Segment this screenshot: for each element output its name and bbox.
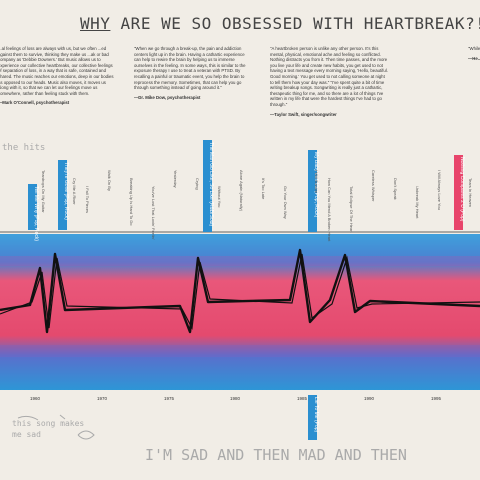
song-title: They're Gone (Pop, Rock)	[63, 162, 69, 220]
year-label: 1970	[97, 396, 108, 401]
highlighted-song: They're Gone (Pop, Rock)	[58, 160, 69, 230]
song-title: Breaking Up Is Hard To Do	[129, 178, 134, 226]
quote-author: —Mark O'Connell, psychotherapist	[0, 100, 70, 106]
title: WHY ARE WE SO OBSESSED WITH HEARTBREAK?!	[80, 14, 480, 33]
doodle	[17, 414, 66, 421]
stream-layer	[0, 345, 480, 357]
song-title: Tell Me Why (Pop, Rock)	[33, 186, 39, 242]
annotation: the hits	[2, 143, 46, 153]
quote-author: —Dr. Mike Dow, psychotherapist	[134, 94, 201, 100]
year-label: 1990	[364, 396, 375, 401]
title-rest: ARE WE SO OBSESSED WITH HEARTBREAK?!	[120, 14, 480, 33]
doodle-heart	[77, 430, 95, 440]
quote-author: —He...	[468, 55, 480, 61]
quote: "While... ... —He...	[468, 46, 480, 61]
highlighted-song: Nothing Compares 2 U (Pop)	[454, 155, 465, 230]
quote-author: —Taylor Swift, singer/songwriter	[270, 111, 337, 117]
song-title: Tears In Heaven	[468, 178, 473, 208]
quote: "When we go through a break-up, the pain…	[134, 46, 252, 100]
year-label: 1995	[431, 396, 442, 401]
stream-band	[0, 234, 480, 390]
highlighted-song: The Man Go Like, So Like (R&B/Soul)	[203, 140, 214, 232]
stream-layer	[0, 256, 480, 266]
song-title: Crying	[195, 178, 200, 190]
song-title: Don't Speak	[393, 178, 398, 200]
song-title: Unbreak My Heart	[415, 186, 420, 219]
quote-text: ...al feelings of loss are always with u…	[0, 46, 114, 96]
song-title: Nothing Compares 2 U (Pop)	[459, 157, 465, 222]
quote: "A heartbroken person is unlike any othe…	[270, 46, 388, 117]
song-title: Total Eclipse Of The Heart	[349, 186, 354, 233]
song-title: You've Lost That Lovin' Feelin'	[151, 186, 156, 240]
quote-text: "While... ...	[468, 46, 480, 51]
song-title: I Will Always Love You	[437, 170, 442, 210]
song-title: Lie To Me (Pop)	[313, 397, 319, 433]
song-title: Go Your Own Way	[283, 186, 288, 219]
quote-text: "A heartbroken person is unlike any othe…	[270, 46, 388, 107]
year-label: 1980	[230, 396, 241, 401]
song-title: Careless Whisper	[371, 170, 376, 202]
song-title: How Can You Mend A Broken Heart	[327, 178, 332, 242]
song-title: The Man Go Like, So Like (R&B/Soul)	[208, 142, 214, 227]
song-title: Alone Again (Naturally)	[239, 170, 244, 211]
heartbeat-line	[0, 248, 480, 334]
annotation: I'M SAD AND THEN MAD AND THEN	[145, 446, 407, 464]
quote: ...al feelings of loss are always with u…	[0, 46, 116, 106]
song-title: Walk On By	[107, 170, 112, 191]
year-label: 1960	[30, 396, 41, 401]
highlighted-song: Lie To Me (Pop)	[308, 395, 319, 440]
title-lead: WHY	[80, 14, 111, 33]
highlighted-song: Tell Me Why (Pop, Rock)	[28, 184, 39, 241]
song-title: It's Too Late	[261, 178, 266, 200]
song-title: I Fall To Pieces	[85, 186, 90, 214]
song-title: I Will Survive	[314, 170, 319, 194]
song-title: Cry Me A River	[72, 178, 77, 205]
annotation: this song makes me sad	[12, 419, 85, 439]
year-label: 1985	[297, 396, 308, 401]
song-title: Without You	[217, 186, 222, 208]
highlighted-song: My Baby Left Me (Pop, Rock)	[308, 150, 319, 232]
song-title: Teardrops On My Guitar	[41, 170, 46, 213]
heartbeat-scribble	[0, 253, 480, 330]
song-title: Yesterday	[173, 170, 178, 188]
year-label: 1975	[164, 396, 175, 401]
quote-text: "When we go through a break-up, the pain…	[134, 46, 246, 91]
